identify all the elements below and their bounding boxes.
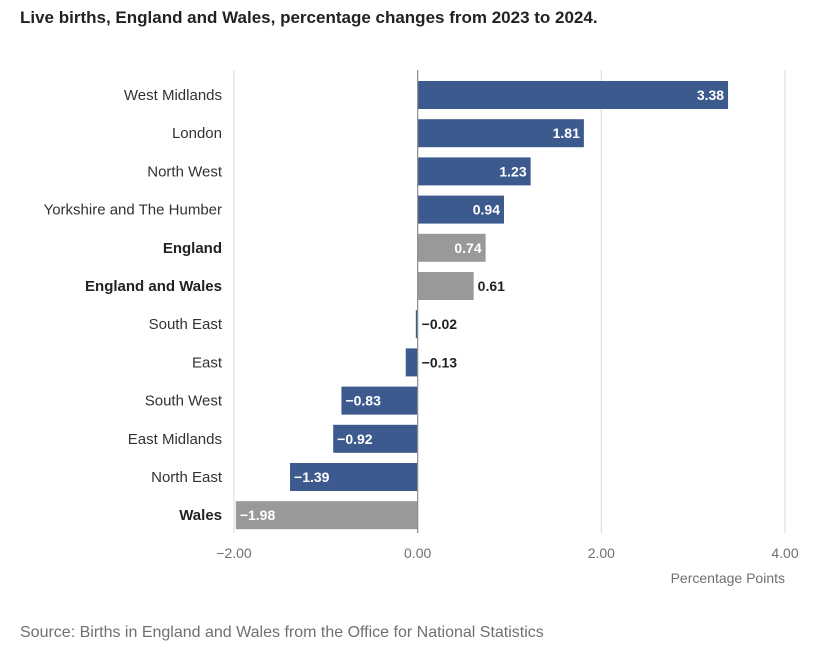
category-label: England (163, 240, 222, 257)
data-label: 0.74 (454, 240, 481, 256)
bar (417, 272, 474, 300)
category-label: England and Wales (85, 278, 222, 295)
data-label: 0.61 (478, 278, 505, 294)
bar (405, 348, 418, 377)
bar (417, 233, 486, 262)
bar (341, 386, 418, 415)
data-label: −0.83 (345, 393, 381, 409)
value-labels: 3.38 1.81 1.23 0.94 0.74 0.61 −0.02 −0.13 −0.83 −… (240, 87, 724, 523)
gridlines (233, 70, 786, 533)
category-label: North East (151, 469, 223, 486)
data-label: 0.94 (473, 202, 500, 218)
data-label: −1.39 (294, 469, 330, 485)
data-label: 3.38 (697, 87, 724, 103)
category-label: Yorkshire and The Humber (44, 202, 222, 219)
bar (417, 157, 531, 186)
x-axis-title: Percentage Points (671, 570, 785, 586)
bar-chart: West Midlands London North West Yorkshire a… (44, 70, 799, 586)
x-tick-label: −2.00 (216, 545, 252, 561)
data-label: −0.13 (422, 354, 458, 370)
category-label: East (192, 354, 223, 371)
data-label: 1.81 (553, 125, 580, 141)
data-label: −1.98 (240, 507, 276, 523)
bar (333, 424, 418, 453)
bar (235, 501, 418, 530)
category-labels: West Midlands London North West Yorkshire a… (44, 87, 223, 524)
data-label: −0.92 (337, 431, 373, 447)
category-label: South West (145, 393, 223, 410)
source-note: Source: Births in England and Wales from… (20, 624, 544, 641)
x-tick-label: 0.00 (404, 545, 431, 561)
category-label: South East (149, 316, 223, 333)
x-tick-label: 2.00 (588, 545, 615, 561)
x-tick-labels: −2.00 0.00 2.00 4.00 (216, 545, 799, 561)
category-label: North West (147, 163, 223, 180)
category-label: East Midlands (128, 431, 222, 448)
chart-title: Live births, England and Wales, percenta… (20, 8, 598, 27)
bar (417, 119, 584, 148)
bar (415, 310, 418, 339)
data-label: 1.23 (499, 163, 526, 179)
category-label: Wales (179, 507, 222, 524)
category-label: West Midlands (124, 87, 222, 104)
bars (235, 81, 729, 530)
category-label: London (172, 125, 222, 142)
bar (290, 463, 418, 491)
data-label: −0.02 (422, 316, 458, 332)
bar (417, 195, 504, 224)
x-tick-label: 4.00 (771, 545, 798, 561)
bar (417, 81, 729, 109)
